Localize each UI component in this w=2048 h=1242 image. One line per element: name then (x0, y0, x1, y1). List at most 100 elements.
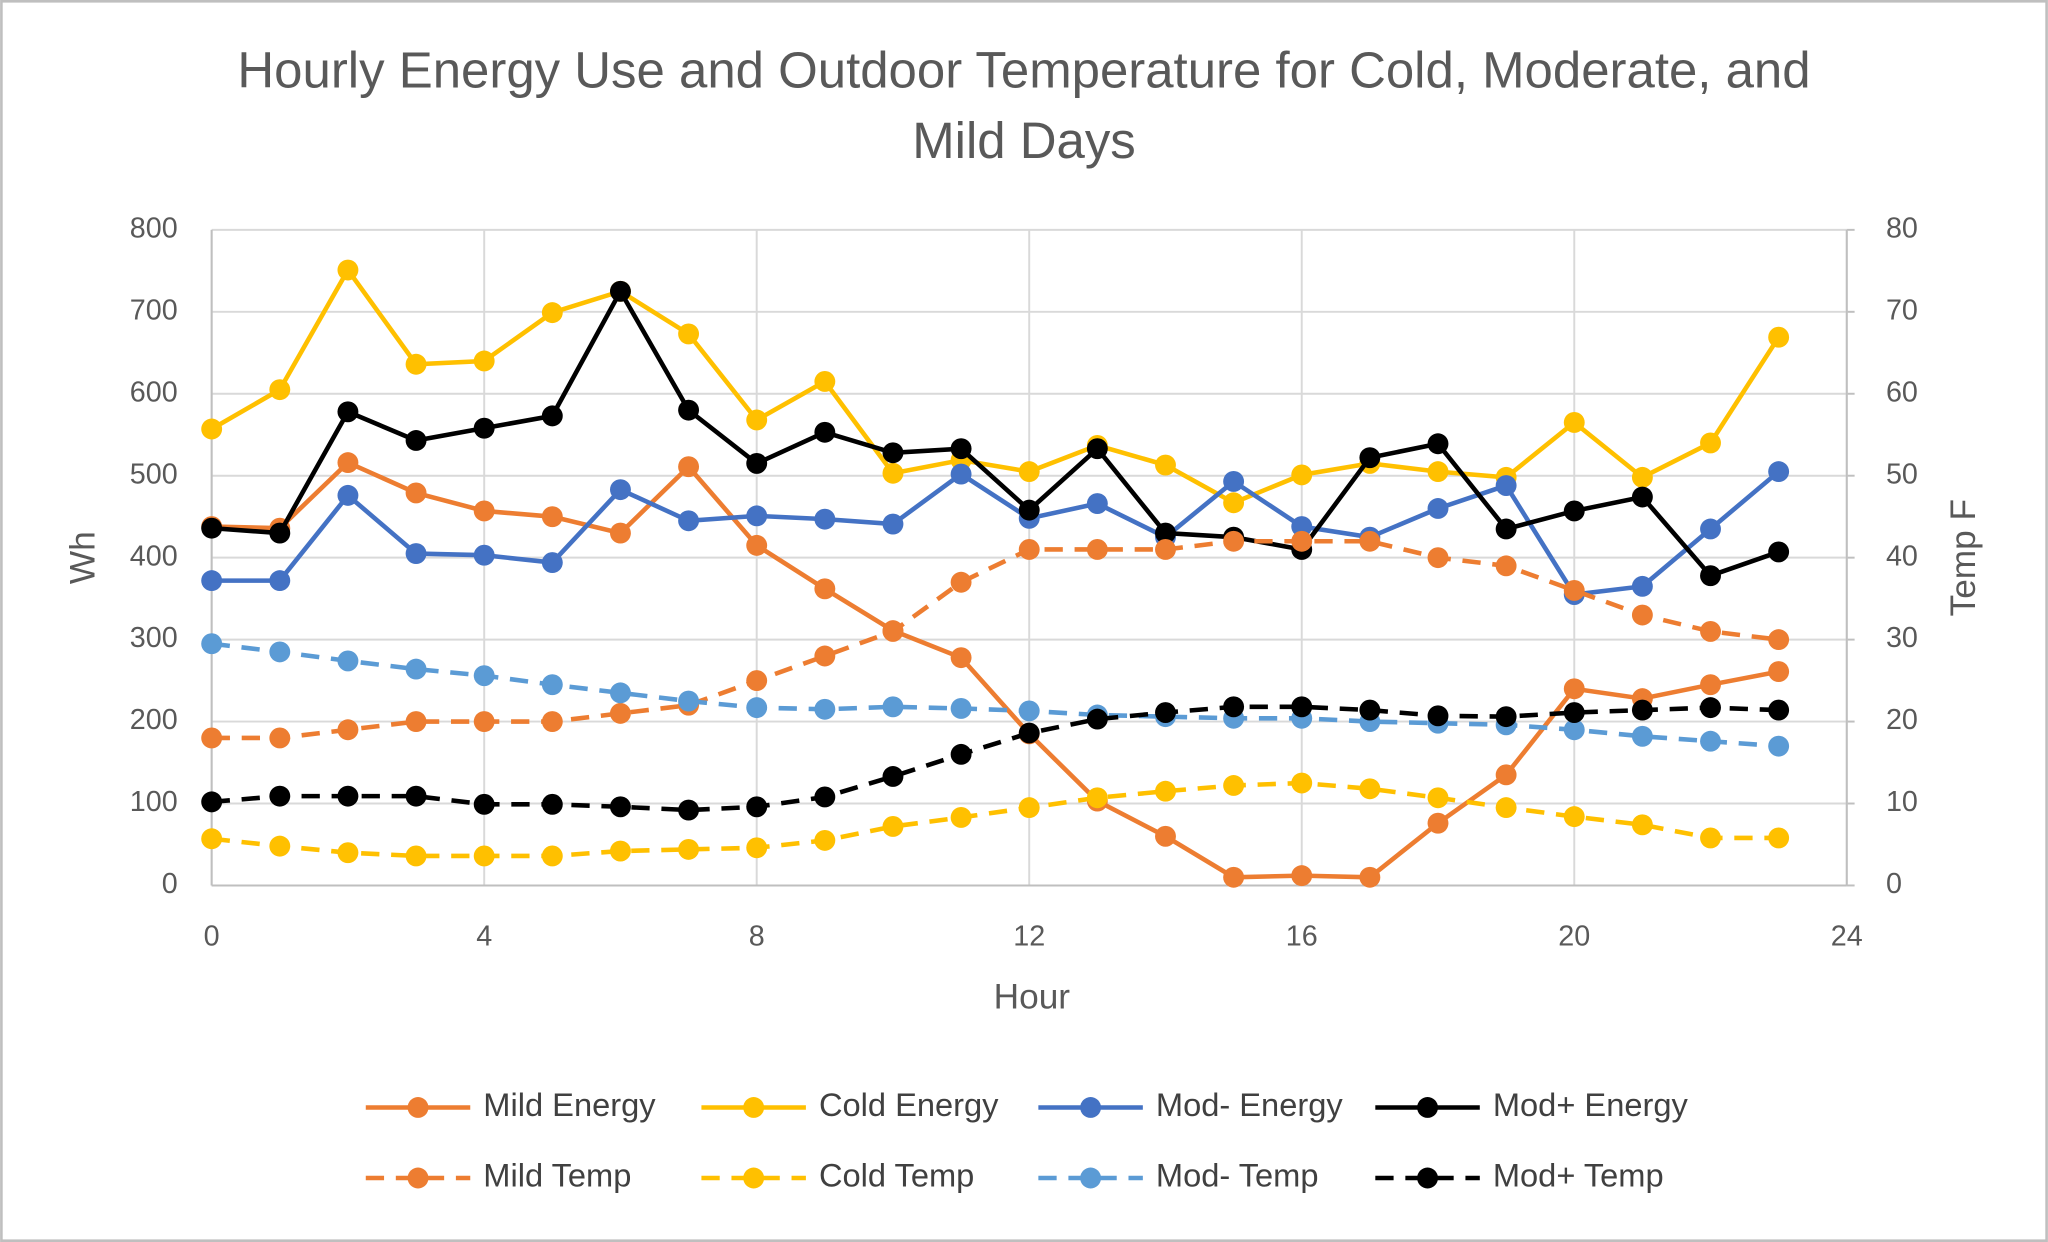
legend-marker (743, 1097, 765, 1118)
data-point (269, 835, 291, 857)
data-point (1768, 461, 1790, 483)
data-point (1223, 775, 1245, 796)
data-point (1291, 516, 1313, 537)
data-point (1495, 706, 1517, 728)
data-point (201, 828, 223, 850)
data-point (746, 505, 768, 527)
data-point (1768, 735, 1790, 757)
data-point (473, 350, 495, 372)
data-point (269, 522, 291, 544)
data-point (337, 452, 359, 474)
y-tick-label: 700 (130, 294, 178, 326)
data-point (814, 786, 836, 808)
data-point (1086, 539, 1108, 560)
legend-marker (743, 1167, 765, 1189)
data-point (1018, 700, 1040, 722)
legend-label: Mild Temp (483, 1157, 631, 1194)
x-tick-label: 4 (476, 920, 492, 952)
data-point (201, 570, 223, 592)
data-point (1223, 530, 1245, 552)
data-point (1768, 629, 1790, 651)
data-point (1427, 705, 1449, 727)
data-point (1631, 575, 1653, 597)
series-line (211, 286, 1780, 579)
series-line (211, 704, 1779, 813)
data-point (1563, 579, 1585, 601)
data-point (541, 405, 563, 427)
data-point (678, 690, 700, 712)
data-point (1495, 764, 1517, 786)
data-point (1631, 814, 1653, 836)
data-point (1631, 486, 1653, 508)
data-point (1291, 865, 1313, 887)
data-point (1291, 696, 1313, 718)
data-point (1018, 722, 1040, 744)
data-point (473, 500, 495, 522)
data-point (337, 484, 359, 506)
legend-label: Mild Energy (483, 1086, 656, 1123)
data-point (1155, 825, 1176, 847)
data-point (1018, 539, 1040, 560)
y2-tick-label: 50 (1886, 458, 1918, 490)
data-point (678, 838, 700, 860)
legend-item: Cold Energy (701, 1086, 999, 1123)
legend-label: Mod- Energy (1156, 1086, 1343, 1123)
data-point (1427, 547, 1449, 569)
data-point (473, 665, 495, 687)
data-point (337, 719, 359, 741)
data-point (1631, 699, 1653, 721)
y-axis-label: Wh (63, 531, 102, 584)
data-point (814, 578, 836, 600)
y2-tick-label: 10 (1886, 786, 1918, 818)
legend-marker (407, 1097, 429, 1118)
data-point (1768, 699, 1790, 721)
data-point (1427, 787, 1449, 809)
legend-label: Mod+ Energy (1493, 1086, 1689, 1123)
legend-item: Mod+ Temp (1375, 1157, 1664, 1194)
data-point (746, 534, 768, 556)
legend-label: Mod+ Temp (1493, 1157, 1664, 1194)
data-point (405, 658, 427, 680)
data-point (405, 543, 427, 565)
data-point (541, 552, 563, 574)
legend-item: Mod- Energy (1038, 1086, 1343, 1123)
data-point (1018, 797, 1040, 819)
legend-item: Mild Energy (365, 1086, 656, 1123)
data-point (269, 785, 291, 807)
data-point (814, 371, 836, 392)
data-point (1291, 530, 1313, 552)
data-point (746, 837, 768, 859)
data-point (269, 641, 291, 663)
data-point (610, 682, 631, 704)
series-line (211, 780, 1779, 859)
data-point (950, 698, 972, 719)
y2-tick-label: 70 (1886, 294, 1918, 326)
series-line (211, 641, 1779, 749)
legend-marker (1080, 1167, 1102, 1189)
data-point (1155, 539, 1176, 560)
data-point (1563, 411, 1585, 433)
y2-tick-label: 80 (1886, 212, 1918, 244)
data-point (1768, 541, 1790, 563)
data-point (746, 670, 768, 692)
data-point (1700, 674, 1721, 696)
y2-tick-label: 30 (1886, 622, 1918, 654)
data-point (405, 353, 427, 375)
data-point (1563, 500, 1585, 522)
data-point (610, 280, 631, 302)
title-box: Hourly Energy Use and Outdoor Temperatur… (237, 43, 1810, 170)
data-point (541, 506, 563, 528)
data-point (541, 674, 563, 696)
data-point (1768, 326, 1790, 348)
legend-item: Mod- Temp (1038, 1157, 1318, 1194)
x-tick-label: 12 (1013, 920, 1045, 952)
data-point (1700, 565, 1721, 587)
y-tick-label: 800 (130, 212, 178, 244)
data-point (1563, 678, 1585, 700)
data-point (201, 418, 223, 440)
data-point (882, 696, 904, 718)
x-tick-label: 0 (204, 920, 220, 952)
data-point (201, 517, 223, 539)
series-line (211, 459, 1780, 880)
data-point (201, 727, 223, 749)
